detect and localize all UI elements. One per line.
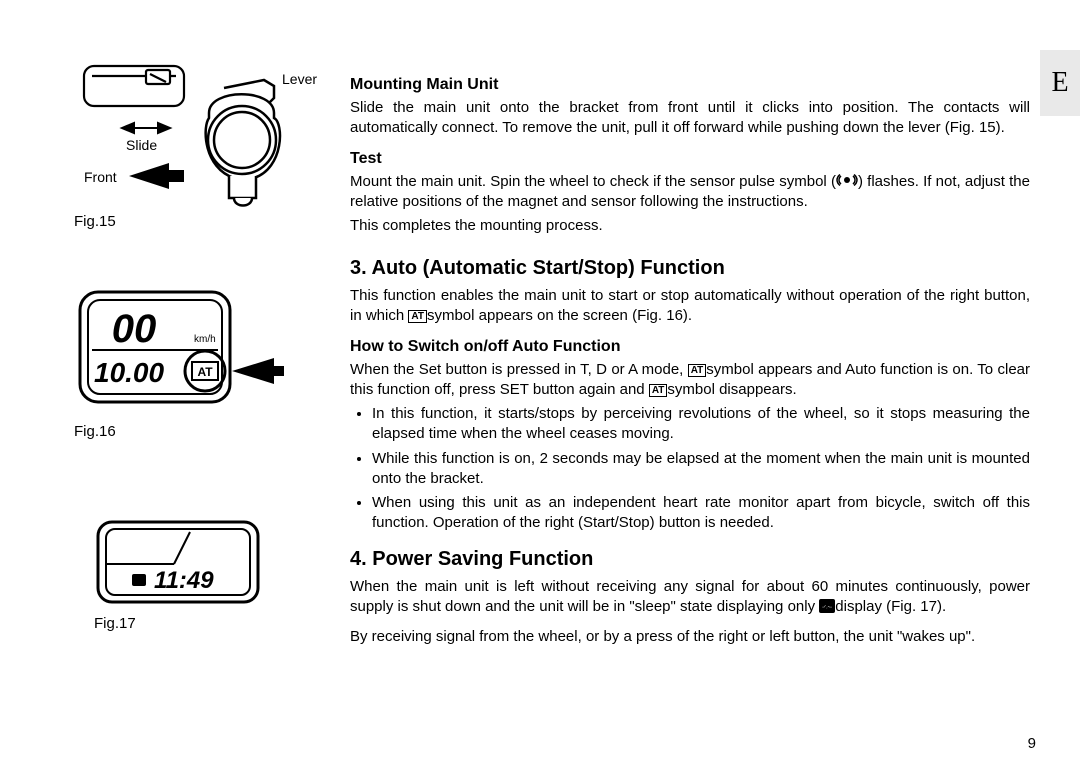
pulse-symbol-icon (836, 172, 858, 192)
text-column: Mounting Main Unit Slide the main unit o… (350, 74, 1030, 657)
manual-page: E (0, 0, 1080, 766)
test-body: Mount the main unit. Spin the wheel to c… (350, 172, 1030, 213)
auto-body-b: symbol appears on the screen (Fig. 16). (427, 307, 692, 324)
svg-text:10.00: 10.00 (94, 357, 164, 388)
svg-text:AT: AT (197, 365, 213, 379)
auto-switch-heading: How to Switch on/off Auto Function (350, 336, 1030, 358)
fig17-caption: Fig.17 (94, 614, 274, 634)
fig17-illustration: 11:49 (94, 518, 264, 610)
slide-label: Slide (126, 136, 157, 155)
svg-text:00: 00 (112, 307, 157, 351)
page-number: 9 (1028, 734, 1036, 754)
fig15-caption: Fig.15 (74, 212, 116, 232)
heart-display-icon (819, 599, 835, 613)
svg-text:11:49: 11:49 (154, 567, 214, 594)
bullet-item: When using this unit as an independent h… (372, 493, 1030, 534)
fig16-caption: Fig.16 (74, 422, 284, 442)
svg-text:km/h: km/h (194, 334, 216, 345)
at-symbol-icon-2: AT (688, 364, 707, 377)
power-body: When the main unit is left without recei… (350, 577, 1030, 618)
auto-switch-body: When the Set button is pressed in T, D o… (350, 360, 1030, 401)
figure-17: 11:49 Fig.17 (94, 518, 274, 628)
auto-body: This function enables the main unit to s… (350, 286, 1030, 327)
at-symbol-icon-3: AT (649, 384, 668, 397)
figure-16: 00 km/h 10.00 AT Fig.16 (74, 288, 284, 438)
auto-heading: 3. Auto (Automatic Start/Stop) Function (350, 255, 1030, 282)
front-label: Front (84, 168, 117, 187)
auto-switch-bullets: In this function, it starts/stops by per… (350, 404, 1030, 534)
power-body2: By receiving signal from the wheel, or b… (350, 627, 1030, 647)
power-b: display (Fig. 17). (835, 598, 946, 615)
auto-switch-a: When the Set button is pressed in T, D o… (350, 361, 688, 378)
figures-column: Lever Slide Front Fig.15 00 km/h 10.00 A… (74, 58, 334, 628)
lever-label: Lever (282, 70, 317, 89)
test-body-a: Mount the main unit. Spin the wheel to c… (350, 173, 836, 190)
mounting-heading: Mounting Main Unit (350, 74, 1030, 96)
at-symbol-icon: AT (408, 310, 427, 323)
mounting-body: Slide the main unit onto the bracket fro… (350, 98, 1030, 139)
auto-switch-c: symbol disappears. (667, 381, 796, 398)
test-body2: This completes the mounting process. (350, 216, 1030, 236)
bullet-item: In this function, it starts/stops by per… (372, 404, 1030, 445)
test-heading: Test (350, 148, 1030, 170)
bullet-item: While this function is on, 2 seconds may… (372, 449, 1030, 490)
language-tab: E (1040, 50, 1080, 116)
power-heading: 4. Power Saving Function (350, 546, 1030, 573)
figure-15: Lever Slide Front Fig.15 (74, 58, 334, 238)
fig16-illustration: 00 km/h 10.00 AT (74, 288, 284, 418)
